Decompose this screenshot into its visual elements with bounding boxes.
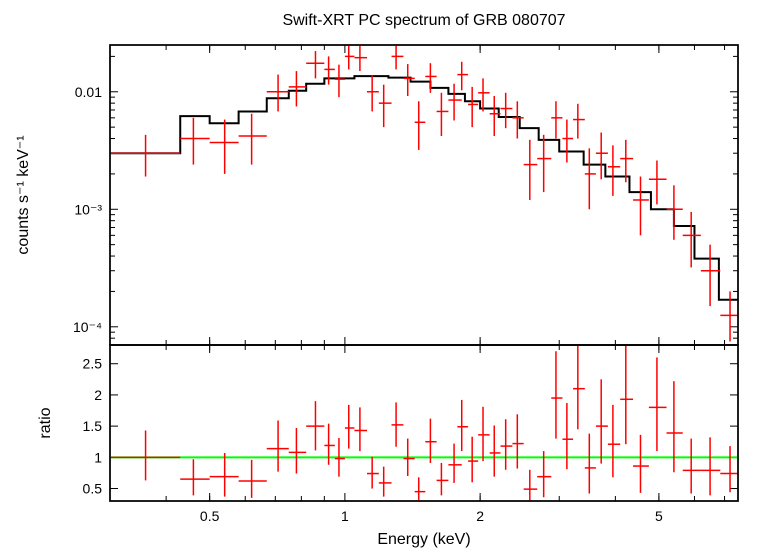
- chart-container: Swift-XRT PC spectrum of GRB 080707 0.5 1 2…: [0, 0, 758, 556]
- x-axis-label: Energy (keV): [377, 531, 470, 548]
- y-tick-label-bottom: 0.5: [83, 481, 103, 497]
- y-tick-label-bottom: 1.5: [83, 418, 103, 434]
- spectrum-chart: Swift-XRT PC spectrum of GRB 080707 0.5 1 2…: [0, 0, 758, 556]
- y-axis-label-bottom: ratio: [37, 407, 54, 438]
- y-tick-label-top: 10⁻⁴: [73, 319, 102, 335]
- x-tick-label: 0.5: [200, 508, 220, 524]
- y-tick-label-bottom: 1: [94, 449, 102, 465]
- x-tick-label: 5: [655, 508, 663, 524]
- y-tick-label-top: 10⁻³: [74, 201, 102, 217]
- chart-title: Swift-XRT PC spectrum of GRB 080707: [282, 12, 565, 29]
- y-tick-label-top: 0.01: [75, 84, 102, 100]
- y-tick-label-bottom: 2: [94, 387, 102, 403]
- x-tick-label: 2: [476, 508, 484, 524]
- y-axis-label-top: counts s⁻¹ keV⁻¹: [15, 135, 32, 254]
- y-tick-label-bottom: 2.5: [83, 356, 103, 372]
- x-tick-label: 1: [341, 508, 349, 524]
